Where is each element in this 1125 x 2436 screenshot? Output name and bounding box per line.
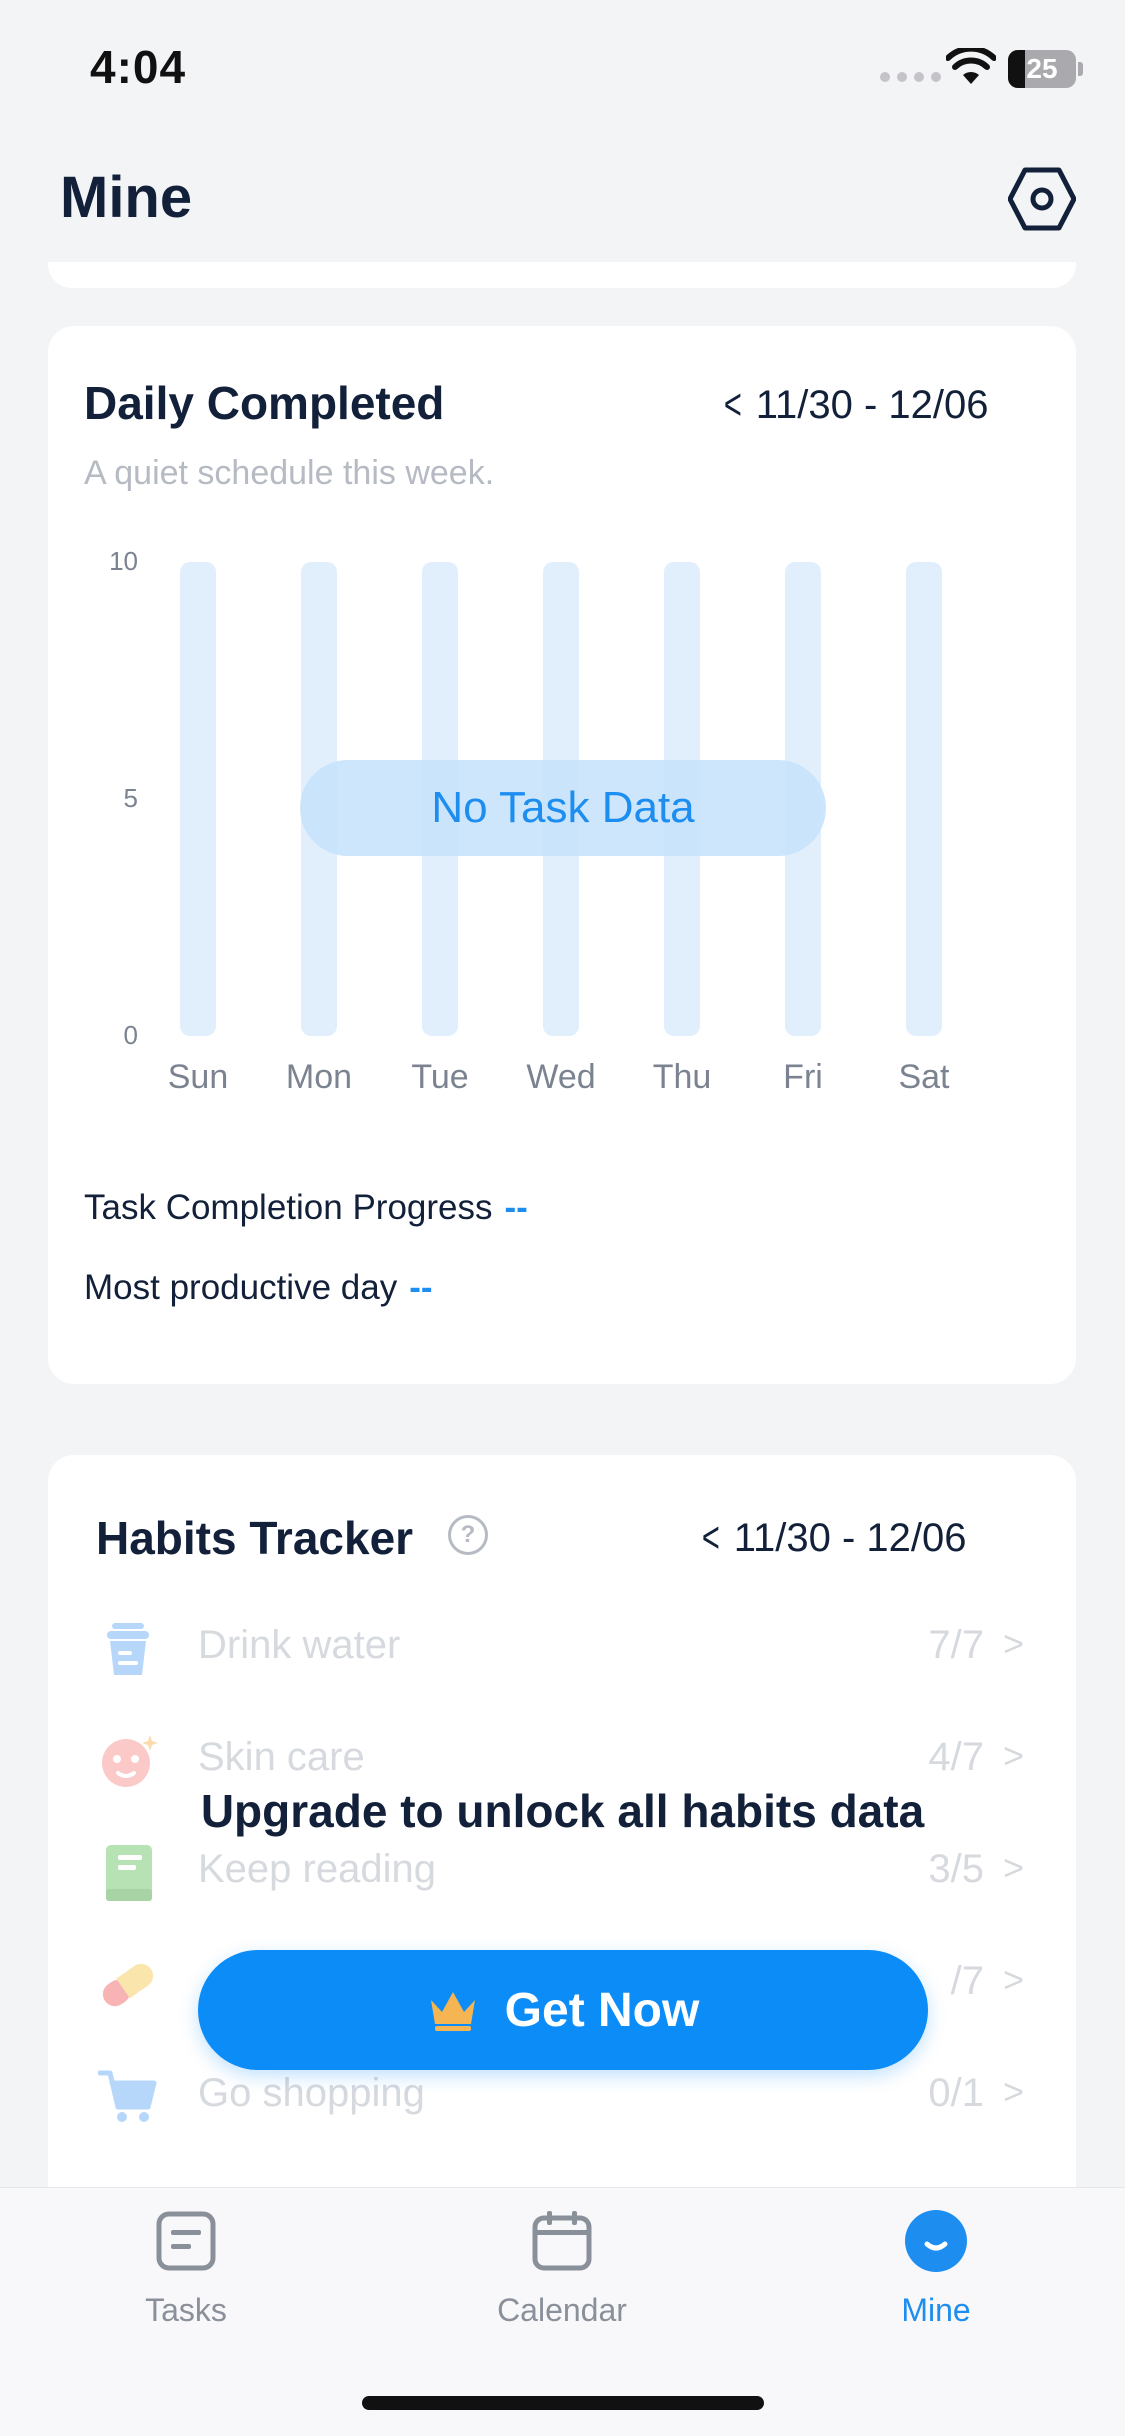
- habit-count: 7/7: [928, 1623, 984, 1667]
- habit-row-keep-reading[interactable]: Keep reading 3/5 >: [48, 1829, 1076, 1909]
- crown-icon: [430, 1992, 475, 2031]
- task-completion-progress-value: --: [504, 1188, 528, 1227]
- habit-name: Drink water: [198, 1623, 401, 1667]
- y-tick-label: 5: [123, 783, 138, 813]
- get-now-button[interactable]: Get Now: [198, 1950, 928, 2070]
- cellular-signal-icon: [880, 72, 941, 82]
- chevron-right-icon: >: [1002, 1959, 1024, 2000]
- y-tick-label: 0: [123, 1020, 138, 1050]
- chevron-left-icon[interactable]: <: [701, 1513, 720, 1562]
- habit-count: /7: [950, 1959, 984, 2003]
- water-cup-icon: [107, 1623, 149, 1675]
- habits-date-nav[interactable]: < 11/30 - 12/06: [698, 1513, 967, 1563]
- daily-subtitle: A quiet schedule this week.: [84, 454, 495, 492]
- tab-calendar-label: Calendar: [497, 2292, 627, 2328]
- habits-tracker-title: Habits Tracker: [96, 1512, 414, 1564]
- daily-completed-card: Daily Completed < 11/30 - 12/06 A quiet …: [48, 326, 1076, 1384]
- status-time: 4:04: [90, 41, 187, 93]
- x-tick-label: Wed: [526, 1058, 596, 1096]
- tab-mine-label: Mine: [901, 2292, 971, 2328]
- chevron-right-icon: >: [1002, 2071, 1024, 2112]
- battery-tip: [1078, 62, 1083, 76]
- habit-name: Skin care: [198, 1735, 365, 1779]
- x-tick-label: Fri: [783, 1058, 823, 1096]
- task-completion-progress-label: Task Completion Progress: [84, 1188, 493, 1227]
- mine-icon: [905, 2210, 967, 2272]
- home-indicator: [362, 2396, 764, 2410]
- calendar-icon: [532, 2211, 592, 2271]
- x-tick-label: Sat: [898, 1058, 950, 1096]
- daily-date-range: 11/30 - 12/06: [755, 382, 989, 427]
- daily-bar-chart: 10 5 0 Sun Mon Tue Wed Thu Fri Sat: [48, 326, 1076, 1126]
- previous-card-edge: [48, 262, 1076, 288]
- y-tick-label: 10: [109, 546, 138, 576]
- x-tick-label: Thu: [652, 1058, 712, 1096]
- bar-sat: [906, 562, 942, 1036]
- tab-calendar[interactable]: Calendar: [442, 2208, 682, 2348]
- x-tick-label: Tue: [411, 1058, 469, 1096]
- habit-count: 0/1: [928, 2071, 984, 2115]
- tab-bar: Tasks Calendar Mine: [0, 2187, 1125, 2436]
- habit-row-go-shopping[interactable]: Go shopping 0/1 >: [48, 2053, 1076, 2133]
- battery-icon: 25: [1008, 50, 1076, 88]
- daily-date-nav[interactable]: < 11/30 - 12/06: [720, 380, 989, 430]
- help-icon[interactable]: ?: [448, 1515, 488, 1555]
- status-bar: 4:04 25: [0, 0, 1125, 140]
- most-productive-day-row: Most productive day --: [84, 1268, 433, 1308]
- no-task-data-badge: No Task Data: [300, 760, 826, 856]
- habit-row-drink-water[interactable]: Drink water 7/7 >: [48, 1605, 1076, 1685]
- habits-tracker-card: Habits Tracker ? < 11/30 - 12/06 Drink w…: [48, 1455, 1076, 2215]
- daily-completed-title: Daily Completed: [84, 377, 445, 429]
- tab-mine[interactable]: Mine: [816, 2208, 1056, 2348]
- x-tick-label: Mon: [285, 1058, 353, 1096]
- chevron-left-icon[interactable]: <: [723, 380, 742, 429]
- get-now-label: Get Now: [504, 1983, 700, 2037]
- book-icon: [106, 1845, 152, 1901]
- face-mask-icon: [102, 1735, 158, 1787]
- shopping-cart-icon: [98, 2070, 157, 2122]
- habit-count: 3/5: [928, 1847, 984, 1891]
- habit-name: Keep reading: [198, 1847, 436, 1891]
- habit-row-pill[interactable]: /7 >: [48, 1941, 1076, 2021]
- chevron-right-icon: >: [1002, 1847, 1024, 1888]
- most-productive-day-value: --: [409, 1268, 433, 1307]
- habit-name: Go shopping: [198, 2071, 425, 2115]
- chevron-right-icon: >: [1002, 1735, 1024, 1776]
- x-tick-label: Sun: [167, 1058, 229, 1096]
- settings-icon[interactable]: [1008, 166, 1076, 232]
- wifi-icon: [946, 48, 996, 84]
- bar-sun: [180, 562, 216, 1036]
- battery-level: 25: [1026, 53, 1058, 84]
- habits-date-range: 11/30 - 12/06: [733, 1515, 967, 1560]
- tab-tasks-label: Tasks: [145, 2292, 227, 2328]
- habit-row-skin-care[interactable]: Skin care 4/7 >: [48, 1717, 1076, 1797]
- upgrade-message: Upgrade to unlock all habits data: [200, 1785, 925, 1837]
- tasks-icon: [156, 2211, 216, 2271]
- chevron-right-icon: >: [1002, 1623, 1024, 1664]
- most-productive-day-label: Most productive day: [84, 1268, 398, 1307]
- task-completion-progress-row: Task Completion Progress --: [84, 1188, 528, 1228]
- habit-count: 4/7: [928, 1735, 984, 1779]
- pill-icon: [102, 1963, 154, 2007]
- tab-tasks[interactable]: Tasks: [66, 2208, 306, 2348]
- page-title: Mine: [60, 165, 193, 230]
